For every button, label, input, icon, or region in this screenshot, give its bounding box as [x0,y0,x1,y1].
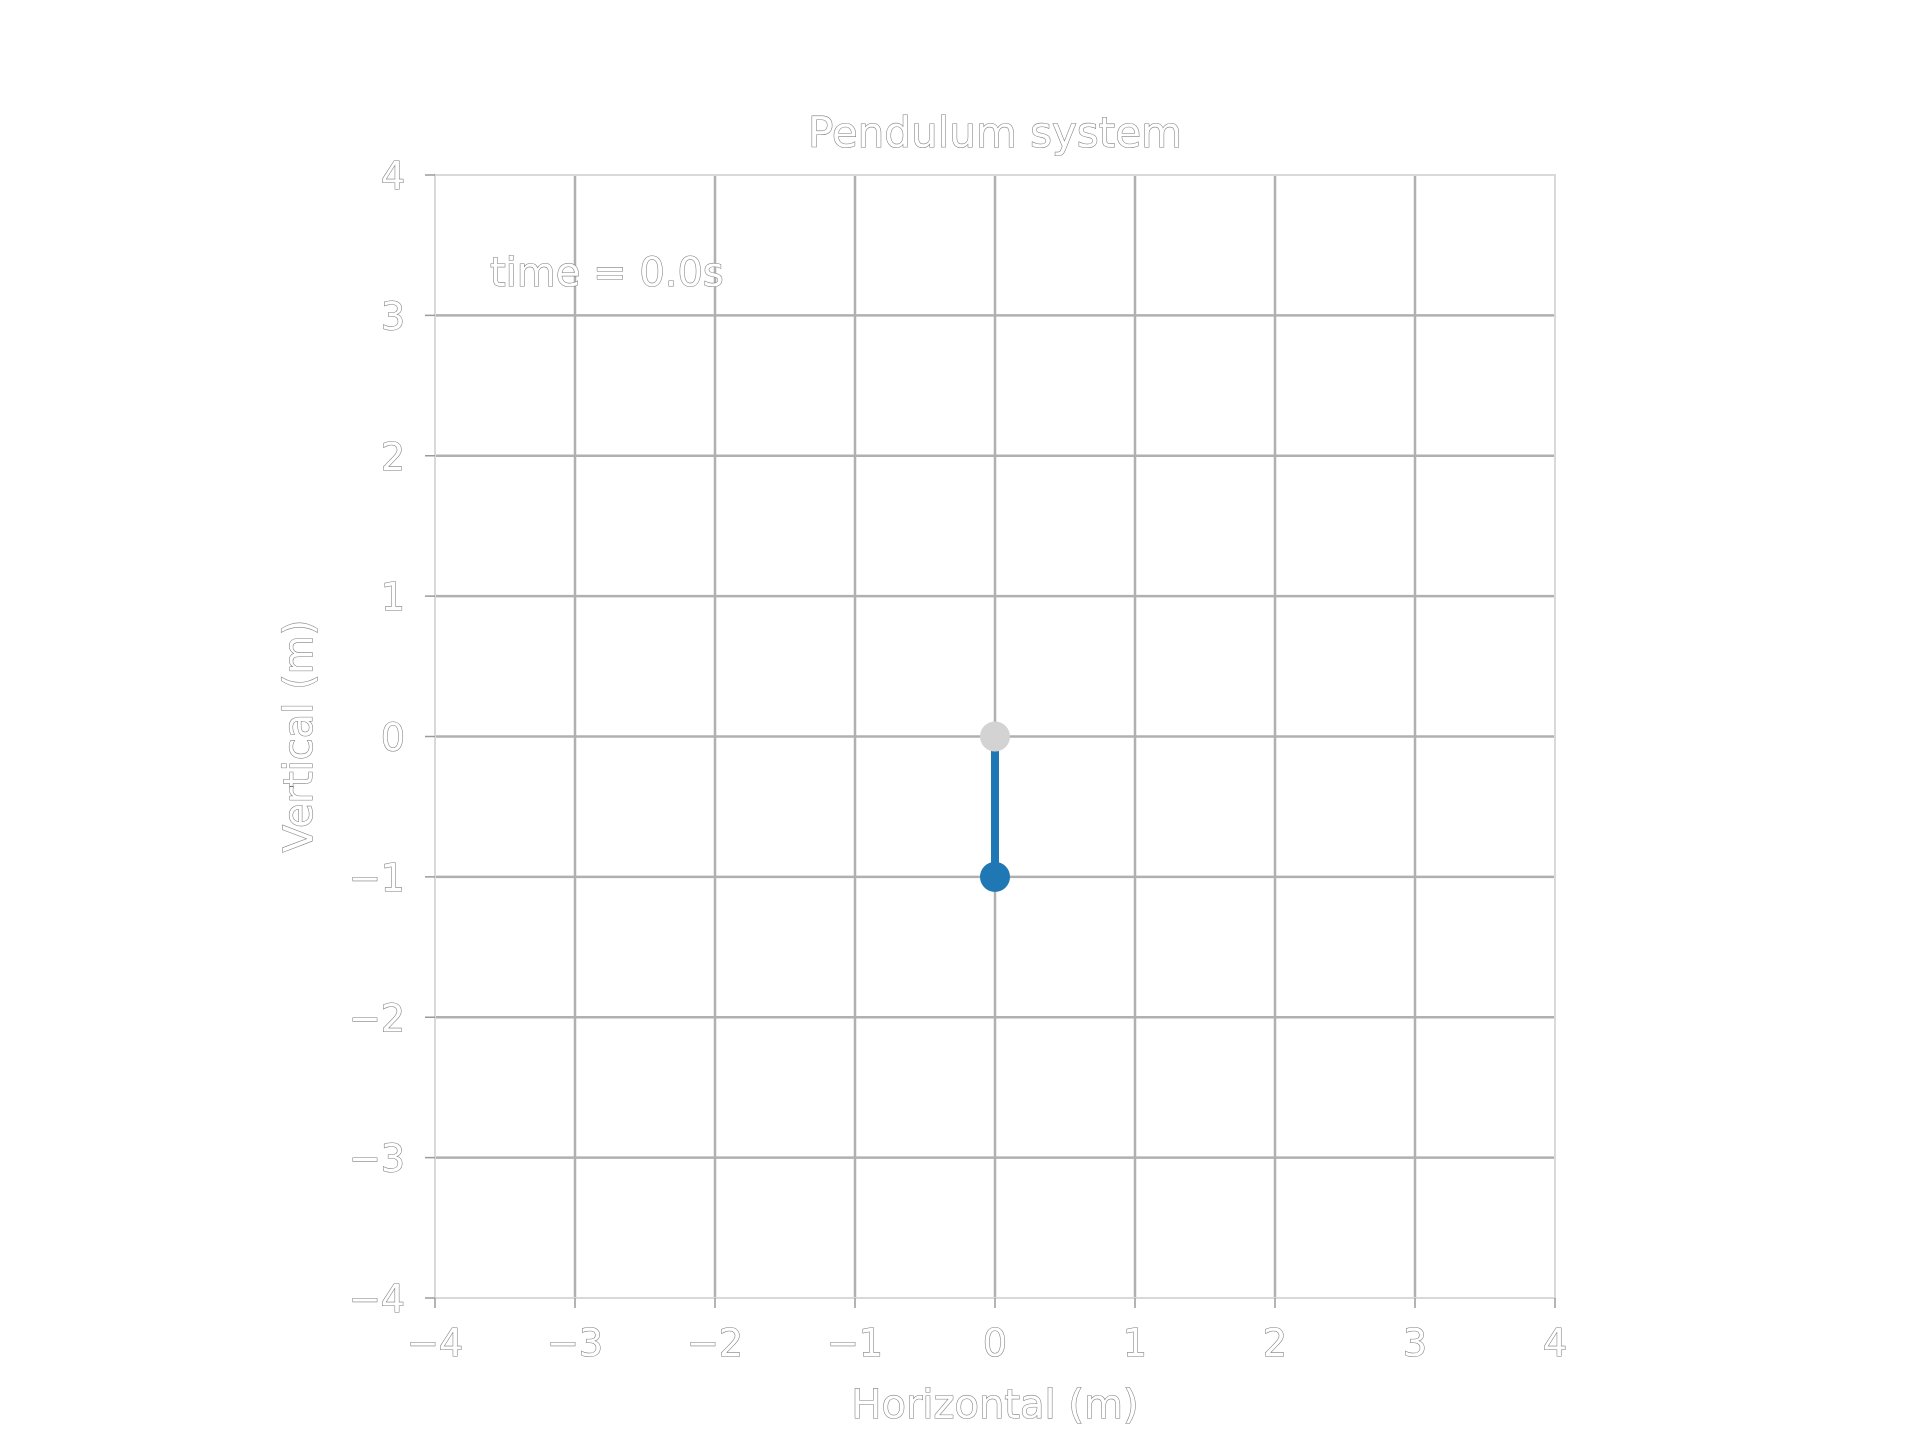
x-tick-label: −1 [827,1321,883,1365]
x-tick-label: 3 [1403,1321,1427,1365]
y-tick-label: −4 [349,1277,405,1321]
y-tick-label: −2 [349,996,405,1040]
y-tick-label: −3 [349,1137,405,1181]
y-tick-label: 2 [381,435,405,479]
pendulum-marks [980,721,1010,892]
x-tick-label: 0 [983,1321,1007,1365]
x-axis-label: Horizontal (m) [851,1382,1138,1428]
x-tick-label: 1 [1123,1321,1147,1365]
y-tick-label: −1 [349,856,405,900]
x-tick-label: −2 [687,1321,743,1365]
pendulum-bob [980,861,1010,892]
y-tick-label: 3 [381,294,405,338]
x-tick-label: 4 [1543,1321,1567,1365]
grid [435,175,1555,1298]
x-tick-label: −3 [547,1321,603,1365]
y-axis-label: Vertical (m) [276,620,322,853]
y-tick-label: 4 [381,154,405,198]
chart-title: Pendulum system [808,108,1182,157]
x-tick-label: −4 [407,1321,463,1365]
time-annotation: time = 0.0s [490,250,724,296]
x-tick-label: 2 [1263,1321,1287,1365]
axis-ticks: −4 −3 −2 −1 0 1 2 3 4 −4 −3 −2 −1 0 1 2 3 4 [348,153,1567,1365]
pivot-point [980,721,1010,752]
y-tick-label: 0 [381,716,405,760]
y-tick-label: 1 [381,575,405,619]
